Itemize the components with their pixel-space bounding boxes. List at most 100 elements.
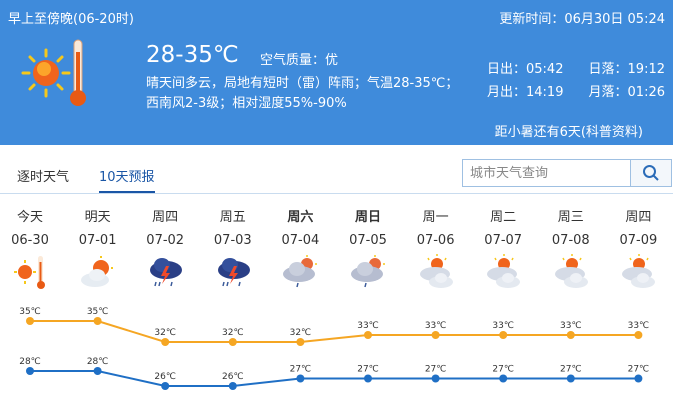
forecast-tabs: 逐时天气 10天预报 [0, 166, 673, 194]
low-temp-label: 27℃ [357, 365, 379, 375]
date-label: 07-07 [484, 233, 523, 248]
sunny-hot-thermometer-icon [21, 39, 86, 106]
high-temp-point [93, 317, 102, 325]
city-search [462, 159, 672, 187]
cloudy-sun-icon [419, 254, 453, 288]
thunderstorm-icon [150, 258, 183, 287]
weekday-label: 周四 [152, 210, 179, 225]
low-temp-point [296, 374, 305, 383]
high-temp-label: 33℃ [628, 321, 650, 331]
low-temp-label: 26℃ [222, 372, 244, 382]
search-icon [643, 165, 659, 181]
low-temp-point [634, 374, 643, 383]
weekday-label: 今天 [16, 210, 43, 225]
high-temp-label: 35℃ [19, 307, 41, 317]
wind-humidity: 西南风2-3级；相对湿度55%-90% [146, 96, 347, 111]
low-temp-point [161, 382, 170, 390]
high-temp-label: 32℃ [290, 328, 312, 338]
date-label: 07-03 [213, 233, 252, 248]
high-temp-point [364, 331, 372, 339]
low-temp-label: 27℃ [492, 365, 514, 375]
date-label: 07-06 [416, 233, 455, 248]
high-temp-point [634, 331, 643, 339]
date-label: 07-02 [146, 233, 185, 248]
low-temp-point [228, 382, 237, 390]
cloudy-sun-icon [554, 254, 588, 288]
day-column: 周一 07-06 [406, 206, 466, 294]
high-temp-label: 32℃ [222, 328, 244, 338]
update-time: 更新时间：06月30日 05:24 [499, 12, 665, 27]
high-temp-point [431, 331, 440, 339]
low-temp-label: 28℃ [19, 357, 41, 367]
partly-cloudy-icon [80, 256, 113, 287]
high-temp-label: 35℃ [87, 307, 109, 317]
date-label: 06-30 [11, 233, 49, 248]
shower-icon [351, 255, 385, 288]
high-temp-label: 33℃ [560, 321, 582, 331]
low-temp-line [30, 370, 639, 387]
day-column: 明天 07-01 [68, 206, 128, 294]
low-temp-point [364, 374, 372, 383]
weekday-label: 周三 [557, 210, 584, 225]
low-temp-point [26, 367, 34, 375]
cloudy-sun-icon [487, 254, 521, 288]
day-column: 周二 07-07 [473, 206, 533, 294]
temperature-chart: 35℃ 35℃ 32℃ 32℃ 32℃ 33℃ 33℃ 33℃ 33℃ 33℃ 28℃ 28℃ 26℃ 2… [19, 307, 650, 390]
high-temp-point [26, 317, 34, 325]
high-temp-label: 33℃ [357, 321, 379, 331]
low-temp-label: 27℃ [628, 365, 650, 375]
search-button[interactable] [630, 160, 671, 186]
day-column: 周六 07-04 [270, 206, 330, 294]
weekday-label: 明天 [84, 210, 111, 225]
weekday-label: 周六 [287, 210, 314, 225]
high-temp-point [566, 331, 575, 339]
sunny-hot-icon [14, 256, 45, 289]
low-temp-point [93, 367, 102, 375]
temperature-range: 28-35℃ [146, 42, 239, 68]
high-temp-point [296, 338, 305, 346]
sunrise: 日出：05:42 [487, 62, 564, 77]
day-column: 今天 06-30 [0, 206, 60, 294]
weather-description: 晴天间多云，局地有短时（雷）阵雨；气温28-35℃； [146, 76, 459, 91]
low-temp-point [431, 374, 440, 383]
thunderstorm-icon [217, 258, 250, 287]
high-temp-point [161, 338, 170, 346]
day-column: 周五 07-03 [203, 206, 263, 294]
weekday-label: 周一 [422, 210, 449, 225]
high-temp-point [499, 331, 508, 339]
low-temp-point [499, 374, 508, 383]
solar-term-link[interactable]: 距小暑还有6天(科普资料) [494, 125, 643, 140]
high-temp-label: 33℃ [492, 321, 514, 331]
city-search-input[interactable] [463, 160, 631, 186]
weekday-label: 周二 [490, 210, 517, 225]
moonrise: 月出：14:19 [487, 85, 564, 100]
shower-icon [283, 255, 318, 288]
tab-hourly[interactable]: 逐时天气 [17, 170, 70, 185]
low-temp-point [566, 374, 575, 383]
date-label: 07-01 [78, 233, 117, 248]
high-temp-point [228, 338, 237, 346]
high-temp-line [30, 320, 639, 343]
low-temp-label: 27℃ [425, 365, 447, 375]
weekday-label: 周日 [354, 210, 381, 225]
date-label: 07-05 [349, 233, 387, 248]
day-column: 周四 07-02 [135, 206, 195, 294]
current-weather-panel: 早上至傍晚(06-20时) 更新时间：06月30日 05:24 28-35℃ 空… [0, 0, 673, 145]
low-temp-label: 28℃ [87, 357, 109, 367]
cloudy-sun-icon [622, 254, 656, 288]
date-label: 07-09 [619, 233, 658, 248]
day-column: 周日 07-05 [338, 206, 398, 294]
day-column: 周三 07-08 [541, 206, 601, 294]
tab-10-day[interactable]: 10天预报 [99, 166, 155, 193]
high-temp-label: 32℃ [154, 328, 176, 338]
forecast-period: 早上至傍晚(06-20时) [8, 12, 134, 27]
air-quality: 空气质量：优 [260, 53, 339, 68]
sunset: 日落：19:12 [588, 62, 665, 77]
high-temp-label: 33℃ [425, 321, 447, 331]
weekday-label: 周五 [219, 210, 246, 225]
date-label: 07-08 [551, 233, 590, 248]
low-temp-label: 27℃ [290, 365, 312, 375]
low-temp-label: 26℃ [154, 372, 176, 382]
weekday-label: 周四 [625, 210, 652, 225]
low-temp-label: 27℃ [560, 365, 582, 375]
